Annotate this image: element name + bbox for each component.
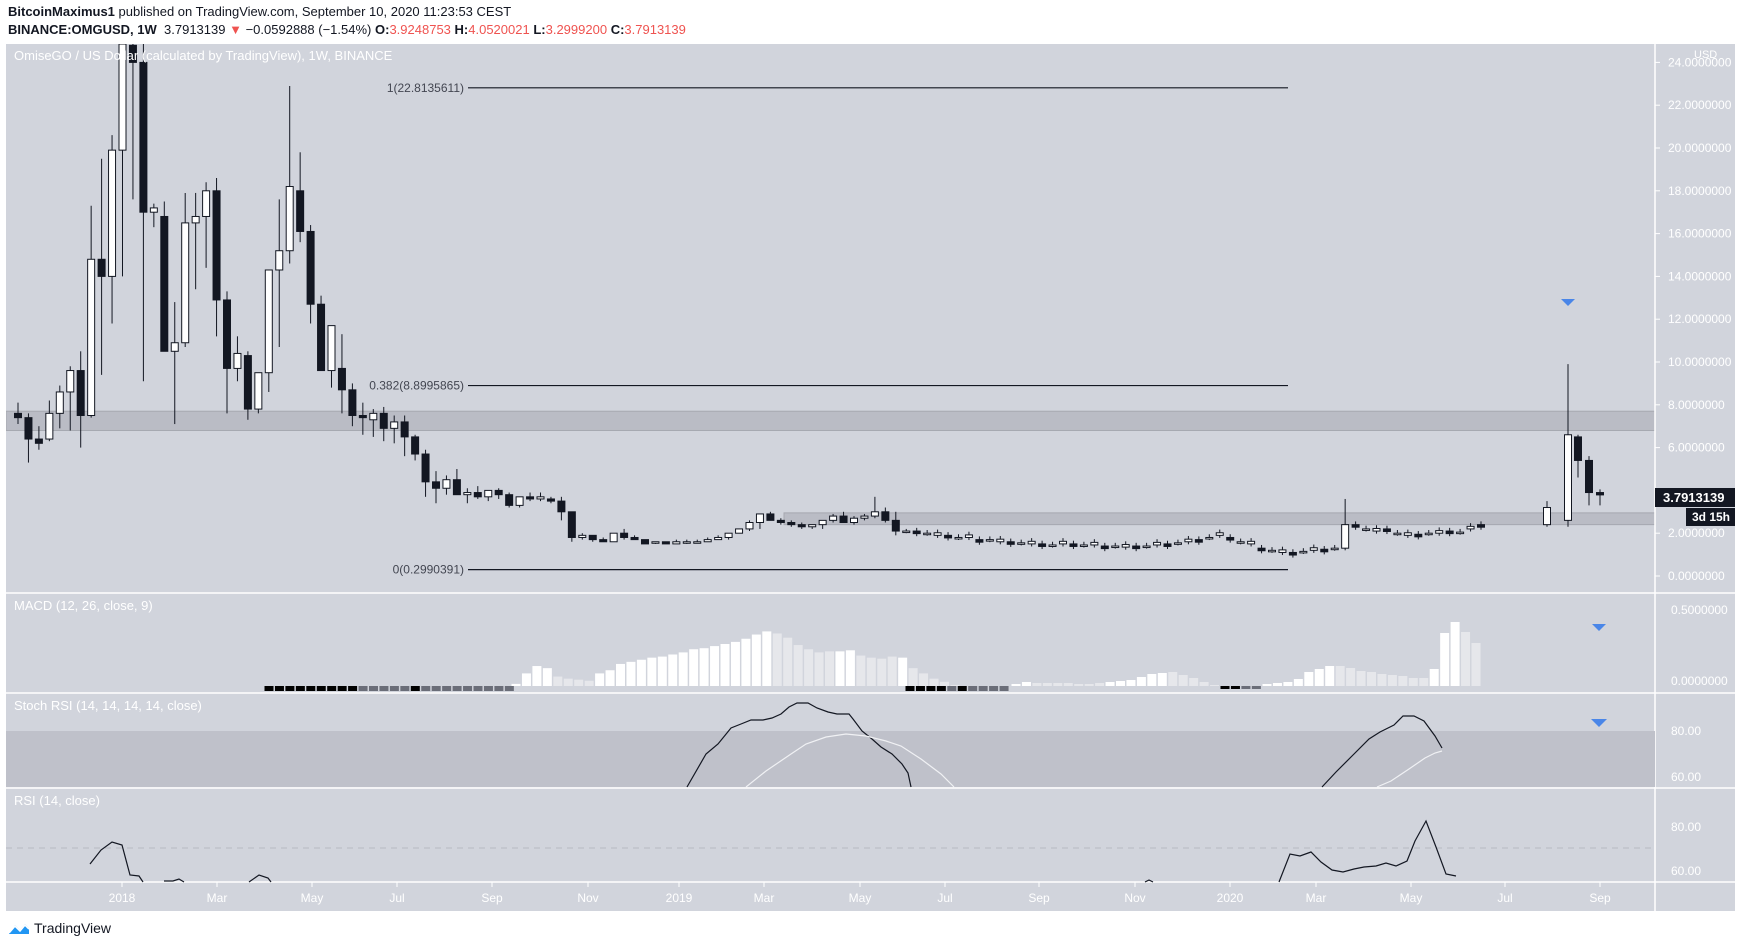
- time-tick-label: Jul: [389, 891, 404, 905]
- price-axis[interactable]: 24.0000000 22.0000000 20.0000000 18.0000000…: [1655, 55, 1732, 583]
- price-change: −0.0592888 (−1.54%): [245, 22, 372, 37]
- tradingview-logo[interactable]: TradingView: [8, 920, 111, 936]
- stoch-tick: 80.00: [1671, 724, 1701, 738]
- price-tick-label: 14.0000000: [1668, 269, 1732, 283]
- chart-area[interactable]: 1(22.8135611) 0.382(8.8995865) 0(0.2990391…: [5, 43, 1735, 911]
- time-tick-label: May: [301, 891, 324, 905]
- time-tick-label: Nov: [577, 891, 598, 905]
- rsi-tick: 80.00: [1671, 820, 1701, 834]
- publish-text: published on TradingView.com, September …: [114, 4, 512, 19]
- price-tick-label: 6.0000000: [1668, 441, 1725, 455]
- macd-histogram: [264, 622, 1481, 691]
- time-tick-label: Mar: [207, 891, 228, 905]
- macd-title: MACD (12, 26, close, 9): [14, 598, 153, 613]
- macd-signal-marker-icon: [1592, 624, 1606, 631]
- price-tick-label: 24.0000000: [1668, 55, 1732, 69]
- currency-label: USD: [1694, 49, 1717, 61]
- time-tick-label: 2020: [1217, 891, 1244, 905]
- last-price-badge: [1655, 488, 1735, 507]
- time-tick-label: Sep: [1028, 891, 1050, 905]
- fibonacci-retracement[interactable]: 1(22.8135611) 0.382(8.8995865) 0(0.2990391…: [369, 81, 1288, 577]
- countdown-badge: [1686, 508, 1735, 526]
- time-tick-label: Mar: [1306, 891, 1327, 905]
- price-tick-label: 16.0000000: [1668, 227, 1732, 241]
- open-value: 3.9248753: [389, 22, 451, 37]
- time-tick-label: Sep: [481, 891, 503, 905]
- support-resistance-zones: [5, 410, 1656, 526]
- candlestick-series: [14, 43, 1604, 558]
- chart-canvas[interactable]: 1(22.8135611) 0.382(8.8995865) 0(0.2990391…: [5, 43, 1735, 911]
- price-tick-label: 10.0000000: [1668, 355, 1732, 369]
- countdown-label: 3d 15h: [1692, 510, 1730, 524]
- stoch-tick: 60.00: [1671, 770, 1701, 784]
- fib-level-label: 0.382(8.8995865): [369, 379, 464, 393]
- price-tick-label: 12.0000000: [1668, 312, 1732, 326]
- fib-level-label: 1(22.8135611): [387, 81, 464, 95]
- time-tick-label: May: [849, 891, 872, 905]
- last-price-label: 3.7913139: [1663, 490, 1724, 505]
- stoch-band: [6, 731, 1655, 787]
- macd-tick: 0.0000000: [1671, 674, 1728, 688]
- high-label: H:: [454, 22, 469, 37]
- macd-tick: 0.5000000: [1671, 603, 1728, 617]
- last-price: 3.7913139: [164, 22, 226, 37]
- rsi-tick: 60.00: [1671, 864, 1701, 878]
- publish-info: BitcoinMaximus1 published on TradingView…: [8, 4, 511, 19]
- time-tick-label: 2019: [666, 891, 693, 905]
- time-tick-label: Jul: [937, 891, 952, 905]
- close-label: C:: [610, 22, 625, 37]
- price-tick-label: 2.0000000: [1668, 526, 1725, 540]
- symbol-info: BINANCE:OMGUSD, 1W 3.7913139 ▼ −0.059288…: [8, 22, 686, 37]
- time-axis[interactable]: 2018 Mar May Jul Sep Nov 2019 Mar May Jul Sep Nov 20…: [109, 882, 1611, 905]
- open-label: O:: [375, 22, 390, 37]
- price-tick-label: 20.0000000: [1668, 141, 1732, 155]
- time-tick-label: Jul: [1497, 891, 1512, 905]
- sell-signal-marker-icon: [1561, 299, 1575, 306]
- time-tick-label: May: [1400, 891, 1423, 905]
- price-tick-label: 18.0000000: [1668, 184, 1732, 198]
- time-tick-label: Mar: [754, 891, 775, 905]
- close-value: 3.7913139: [624, 22, 686, 37]
- price-tick-label: 0.0000000: [1668, 569, 1725, 583]
- author-name[interactable]: BitcoinMaximus1: [8, 4, 115, 19]
- high-value: 4.0520021: [468, 22, 530, 37]
- stoch-rsi-title: Stoch RSI (14, 14, 14, 14, close): [14, 698, 202, 713]
- low-label: L:: [533, 22, 546, 37]
- brand-name: TradingView: [34, 920, 112, 936]
- rsi-title: RSI (14, close): [14, 793, 100, 808]
- price-zone[interactable]: [783, 512, 1656, 526]
- time-tick-label: 2018: [109, 891, 136, 905]
- stoch-signal-marker-icon: [1591, 719, 1607, 727]
- time-tick-label: Sep: [1589, 891, 1611, 905]
- down-arrow-icon: ▼: [229, 22, 242, 37]
- fib-level-label: 0(0.2990391): [393, 563, 464, 577]
- symbol-name: BINANCE:OMGUSD, 1W: [8, 22, 157, 37]
- indicator-lines: [89, 702, 1457, 883]
- main-pane-title: OmiseGO / US Dollar (calculated by Tradi…: [14, 48, 393, 63]
- tradingview-cloud-icon: [8, 923, 30, 934]
- low-value: 3.2999200: [545, 22, 608, 37]
- price-tick-label: 8.0000000: [1668, 398, 1725, 412]
- price-tick-label: 22.0000000: [1668, 98, 1732, 112]
- time-tick-label: Nov: [1124, 891, 1145, 905]
- price-zone[interactable]: [5, 410, 1656, 431]
